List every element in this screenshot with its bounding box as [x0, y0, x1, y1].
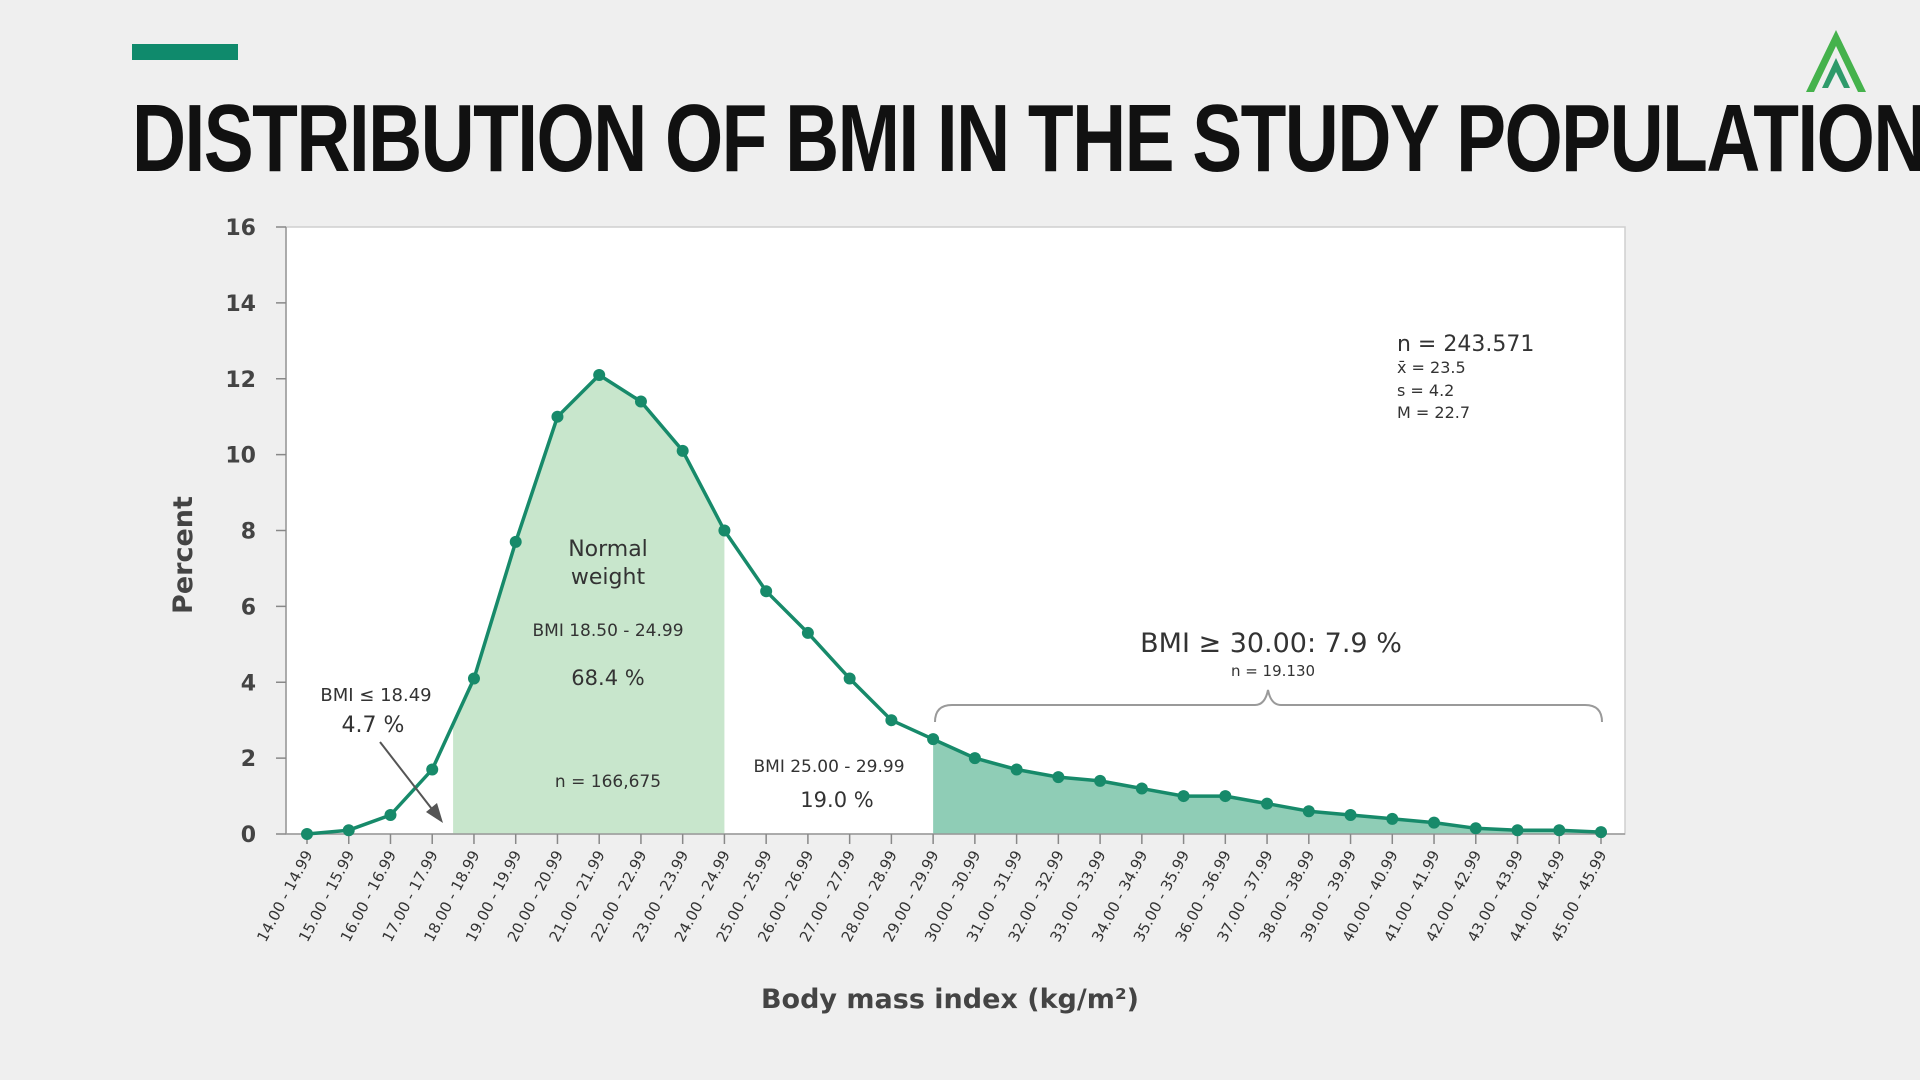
- data-point: [1302, 805, 1315, 818]
- data-point: [718, 524, 731, 537]
- y-tick-label: 14: [225, 292, 256, 317]
- obesity-region: [933, 739, 1601, 834]
- data-point: [593, 368, 606, 381]
- stat-mean: x̄ = 23.5: [1397, 358, 1466, 377]
- data-point: [885, 714, 898, 727]
- normal-title-line2: weight: [571, 565, 646, 590]
- data-point: [843, 672, 856, 685]
- data-point: [1469, 822, 1482, 835]
- y-tick-label: 0: [241, 823, 256, 848]
- data-point: [1553, 824, 1566, 837]
- underweight-arrow-head: [426, 803, 443, 823]
- y-tick-label: 12: [225, 368, 256, 393]
- data-point: [1386, 812, 1399, 825]
- data-point: [301, 828, 313, 840]
- data-point: [551, 410, 564, 423]
- y-tick-label: 4: [241, 671, 256, 696]
- data-point: [1511, 824, 1524, 837]
- normal-range-label: BMI 18.50 - 24.99: [532, 621, 683, 641]
- data-point: [1261, 797, 1274, 810]
- data-point: [1094, 774, 1107, 787]
- data-point: [1052, 771, 1065, 784]
- normal-pct-label: 68.4 %: [571, 666, 644, 690]
- normal-n-label: n = 166,675: [555, 772, 661, 792]
- stylized-a-logo-icon: [1806, 30, 1866, 92]
- data-point: [968, 752, 981, 765]
- underweight-pct-label: 4.7 %: [342, 713, 405, 738]
- stat-n: n = 243.571: [1397, 332, 1534, 357]
- data-point: [1177, 790, 1190, 803]
- obese-brace: [934, 689, 1603, 723]
- data-point: [1135, 782, 1148, 795]
- x-axis-title: Body mass index (kg/m²): [761, 984, 1139, 1015]
- data-point: [760, 585, 773, 598]
- y-axis-title: Percent: [168, 496, 199, 614]
- data-point: [467, 672, 480, 685]
- data-point: [1010, 763, 1023, 776]
- data-point: [634, 395, 647, 408]
- y-tick-label: 10: [225, 444, 256, 469]
- normal-weight-region: [453, 374, 725, 834]
- data-point: [1428, 816, 1441, 829]
- y-tick-label: 2: [241, 747, 256, 772]
- y-tick-label: 8: [241, 520, 256, 545]
- overweight-range-label: BMI 25.00 - 29.99: [753, 757, 904, 777]
- data-point: [676, 444, 689, 457]
- data-point: [509, 535, 522, 548]
- underweight-arrow-line: [379, 741, 436, 814]
- data-point: [1219, 790, 1232, 803]
- stat-sd: s = 4.2: [1397, 381, 1454, 400]
- data-point: [927, 733, 940, 746]
- data-point: [1595, 826, 1607, 839]
- data-point: [426, 763, 439, 776]
- y-tick-label: 6: [241, 595, 256, 620]
- data-point: [384, 809, 397, 822]
- data-point: [801, 626, 814, 639]
- slide-title: DISTRIBUTION OF BMI IN THE STUDY POPULAT…: [132, 85, 1920, 192]
- data-point: [342, 824, 355, 837]
- title-accent-bar: [132, 44, 238, 60]
- obese-range-label: BMI ≥ 30.00: 7.9 %: [1140, 628, 1402, 659]
- obese-n-label: n = 19.130: [1231, 662, 1315, 680]
- y-tick-label: 16: [225, 216, 256, 241]
- overweight-pct-label: 19.0 %: [800, 788, 873, 812]
- series-line: [306, 373, 1602, 836]
- underweight-range-label: BMI ≤ 18.49: [320, 685, 431, 706]
- data-point: [1344, 809, 1357, 822]
- normal-title-line1: Normal: [568, 537, 648, 562]
- stat-median: M = 22.7: [1397, 403, 1470, 422]
